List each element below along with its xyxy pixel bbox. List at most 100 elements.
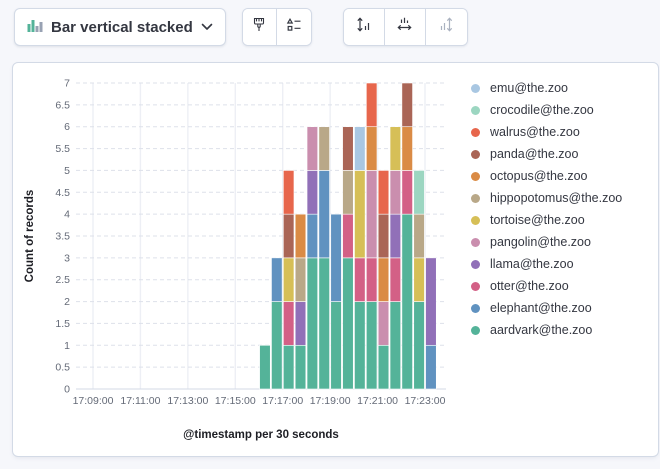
legend-item[interactable]: tortoise@the.zoo <box>467 209 658 231</box>
bar-segment[interactable] <box>306 213 318 259</box>
bar-segment[interactable] <box>366 301 378 390</box>
bar-segment[interactable] <box>366 82 378 128</box>
legend-label: emu@the.zoo <box>490 81 569 95</box>
chart-canvas[interactable]: 0 0.5 1 1.5 2 2.5 3 3.5 4 4.5 5 5.5 6 6.5 7 17:09:00 17:… <box>13 63 463 456</box>
legend-item[interactable]: octopus@the.zoo <box>467 165 658 187</box>
bar-segment[interactable] <box>377 344 390 390</box>
bar-segment[interactable] <box>401 213 413 390</box>
y-tick-label: 7 <box>64 78 70 90</box>
legend-color-dot <box>471 127 480 137</box>
y-tick-label: 3.5 <box>55 231 70 243</box>
bar-segment[interactable] <box>330 301 342 390</box>
legend-item[interactable]: aardvark@the.zoo <box>467 319 658 341</box>
chart-legend: emu@the.zoo crocodile@the.zoo walrus@the.z… <box>463 63 658 456</box>
bar-segment[interactable] <box>413 301 425 390</box>
bar-segment[interactable] <box>366 126 378 171</box>
x-tick-label: 17:09:00 <box>73 395 114 407</box>
y-axis-title: Count of records <box>24 190 36 283</box>
bar-segment[interactable] <box>283 344 295 390</box>
bar-segment[interactable] <box>271 257 283 302</box>
bar-segment[interactable] <box>354 126 366 171</box>
legend-color-dot <box>471 105 480 115</box>
legend-item[interactable]: hippopotomus@the.zoo <box>467 187 658 209</box>
bar-segment[interactable] <box>318 170 330 259</box>
bar-segment[interactable] <box>283 170 295 215</box>
bar-segment[interactable] <box>318 126 330 171</box>
bar-segment[interactable] <box>283 257 295 302</box>
bar-segment[interactable] <box>401 126 413 171</box>
right-axis-button <box>425 9 467 45</box>
ticks-layer: 0 0.5 1 1.5 2 2.5 3 3.5 4 4.5 5 5.5 6 6.5 7 17:09:00 17:… <box>55 78 445 408</box>
y-tick-label: 5.5 <box>55 143 70 155</box>
bar-segment[interactable] <box>306 170 318 215</box>
bar-segment[interactable] <box>425 344 437 390</box>
bar-segment[interactable] <box>306 257 318 390</box>
legend-item[interactable]: panda@the.zoo <box>467 143 658 165</box>
bar-segment[interactable] <box>283 213 295 259</box>
legend-item[interactable]: elephant@the.zoo <box>467 297 658 319</box>
bar-segment[interactable] <box>271 301 283 390</box>
bar-segment[interactable] <box>377 257 390 302</box>
bar-segment[interactable] <box>377 301 390 346</box>
bar-segment[interactable] <box>413 257 425 302</box>
legend-item[interactable]: walrus@the.zoo <box>467 121 658 143</box>
legend-item[interactable]: crocodile@the.zoo <box>467 99 658 121</box>
bar-segment[interactable] <box>366 170 378 259</box>
bar-segment[interactable] <box>342 257 354 390</box>
bar-segment[interactable] <box>413 213 425 259</box>
y-tick-label: 4.5 <box>55 187 70 199</box>
bar-segment[interactable] <box>401 170 413 215</box>
x-tick-label: 17:15:00 <box>215 395 256 407</box>
legend-label: llama@the.zoo <box>490 257 574 271</box>
legend-item[interactable]: pangolin@the.zoo <box>467 231 658 253</box>
bar-segment[interactable] <box>389 213 401 259</box>
x-tick-label: 17:21:00 <box>357 395 398 407</box>
bar-segment[interactable] <box>354 257 366 302</box>
y-tick-label: 2.5 <box>55 274 70 286</box>
bar-segment[interactable] <box>389 301 401 390</box>
bar-segment[interactable] <box>354 301 366 390</box>
legend-color-dot <box>471 171 480 181</box>
bar-segment[interactable] <box>425 257 437 346</box>
legend-item[interactable]: otter@the.zoo <box>467 275 658 297</box>
legend-color-dot <box>471 303 480 313</box>
bar-segment[interactable] <box>259 344 271 390</box>
bar-segment[interactable] <box>389 257 401 302</box>
y-tick-label: 3 <box>64 252 70 264</box>
bar-chart-icon <box>27 17 43 38</box>
bar-segment[interactable] <box>366 257 378 302</box>
legend-settings-icon <box>286 17 302 38</box>
bar-segment[interactable] <box>294 213 307 259</box>
bar-segment[interactable] <box>389 126 401 171</box>
y-tick-label: 0 <box>64 384 70 396</box>
bar-segment[interactable] <box>294 301 307 346</box>
legend-item[interactable]: emu@the.zoo <box>467 77 658 99</box>
bar-segment[interactable] <box>377 213 390 259</box>
legend-settings-button[interactable] <box>276 9 311 45</box>
bar-segment[interactable] <box>294 257 307 302</box>
bar-segment[interactable] <box>294 344 307 390</box>
y-tick-label: 1.5 <box>55 318 70 330</box>
chevron-down-icon <box>201 18 213 36</box>
legend-item[interactable]: llama@the.zoo <box>467 253 658 275</box>
bar-segment[interactable] <box>342 126 354 171</box>
bar-segment[interactable] <box>342 213 354 259</box>
chart-type-dropdown[interactable]: Bar vertical stacked <box>14 8 226 46</box>
bar-segment[interactable] <box>389 170 401 215</box>
bar-segment[interactable] <box>401 82 413 128</box>
axis-button-group <box>342 8 468 46</box>
bar-segment[interactable] <box>377 170 390 215</box>
paintbrush-button[interactable] <box>242 9 277 45</box>
legend-label: hippopotomus@the.zoo <box>490 191 623 205</box>
bar-segment[interactable] <box>354 170 366 259</box>
left-axis-button[interactable] <box>343 9 385 45</box>
bar-segment[interactable] <box>342 170 354 215</box>
bar-segment[interactable] <box>306 126 318 171</box>
bar-segment[interactable] <box>318 257 330 390</box>
bottom-axis-button[interactable] <box>384 9 426 45</box>
bar-segment[interactable] <box>330 213 342 302</box>
bar-segment[interactable] <box>283 301 295 346</box>
x-tick-label: 17:23:00 <box>405 395 446 407</box>
bar-segment[interactable] <box>413 170 425 215</box>
x-tick-label: 17:19:00 <box>310 395 351 407</box>
